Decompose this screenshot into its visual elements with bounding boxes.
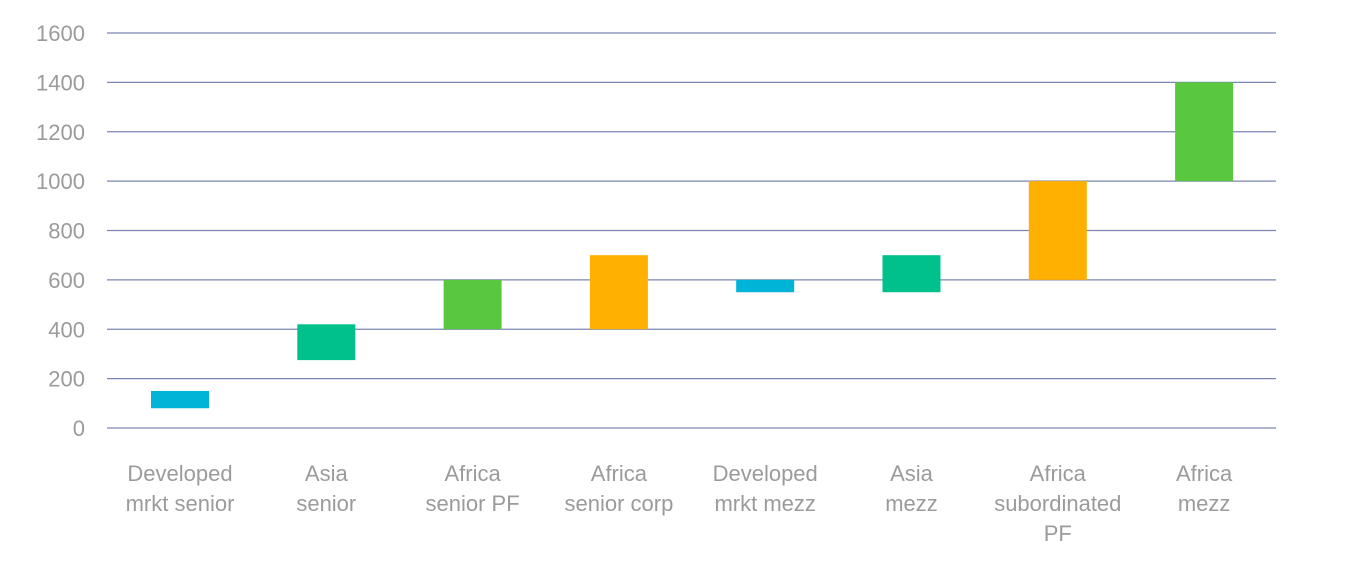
x-category-label-line: senior bbox=[296, 491, 356, 516]
x-category-label: Africa mezz bbox=[1176, 461, 1233, 516]
x-axis-category-labels: Developed mrkt senior Asia senior Africa seni… bbox=[126, 461, 1233, 546]
y-tick-label: 1000 bbox=[36, 169, 85, 194]
bar-range bbox=[882, 255, 941, 293]
x-category-label-line: subordinated bbox=[994, 491, 1121, 516]
x-category-label-line: mezz bbox=[885, 491, 938, 516]
x-category-label-line: mrkt senior bbox=[126, 491, 235, 516]
x-category-label: Developed mrkt senior bbox=[126, 461, 235, 516]
bar-range bbox=[443, 279, 502, 330]
bar-range bbox=[151, 390, 209, 409]
x-category-label-line: Africa bbox=[1176, 461, 1233, 486]
x-category-label-line: mrkt mezz bbox=[714, 491, 815, 516]
x-category-label-line: senior PF bbox=[426, 491, 520, 516]
y-tick-label: 1400 bbox=[36, 70, 85, 95]
x-category-label-line: Developed bbox=[713, 461, 818, 486]
y-tick-label: 200 bbox=[48, 367, 85, 392]
bar-range bbox=[297, 324, 356, 361]
x-category-label: Africa senior PF bbox=[426, 461, 520, 516]
x-category-label-line: Asia bbox=[890, 461, 934, 486]
y-tick-label: 1200 bbox=[36, 120, 85, 145]
bar-range bbox=[589, 255, 648, 330]
bars bbox=[151, 82, 1234, 409]
x-category-label-line: Developed bbox=[127, 461, 232, 486]
x-category-label-line: Asia bbox=[305, 461, 349, 486]
bar-range bbox=[736, 279, 795, 293]
x-category-label-line: Africa bbox=[1030, 461, 1087, 486]
bar-range bbox=[1175, 82, 1234, 182]
y-tick-label: 0 bbox=[73, 416, 85, 441]
x-category-label-line: PF bbox=[1044, 521, 1072, 546]
x-category-label: Africa subordinated PF bbox=[994, 461, 1121, 546]
x-category-label-line: Africa bbox=[591, 461, 648, 486]
x-category-label-line: mezz bbox=[1178, 491, 1231, 516]
x-category-label-line: Africa bbox=[444, 461, 501, 486]
x-category-label: Africa senior corp bbox=[564, 461, 673, 516]
y-tick-label: 800 bbox=[48, 219, 85, 244]
x-category-label: Developed mrkt mezz bbox=[713, 461, 818, 516]
y-tick-label: 1600 bbox=[36, 21, 85, 46]
y-tick-label: 400 bbox=[48, 317, 85, 342]
bar-range bbox=[1028, 181, 1087, 280]
gridlines bbox=[107, 32, 1276, 429]
y-axis-tick-labels: 0 200 400 600 800 1000 1200 1400 1600 bbox=[36, 21, 85, 441]
x-category-label: Asia senior bbox=[296, 461, 356, 516]
y-tick-label: 600 bbox=[48, 268, 85, 293]
x-category-label-line: senior corp bbox=[564, 491, 673, 516]
x-category-label: Asia mezz bbox=[885, 461, 938, 516]
